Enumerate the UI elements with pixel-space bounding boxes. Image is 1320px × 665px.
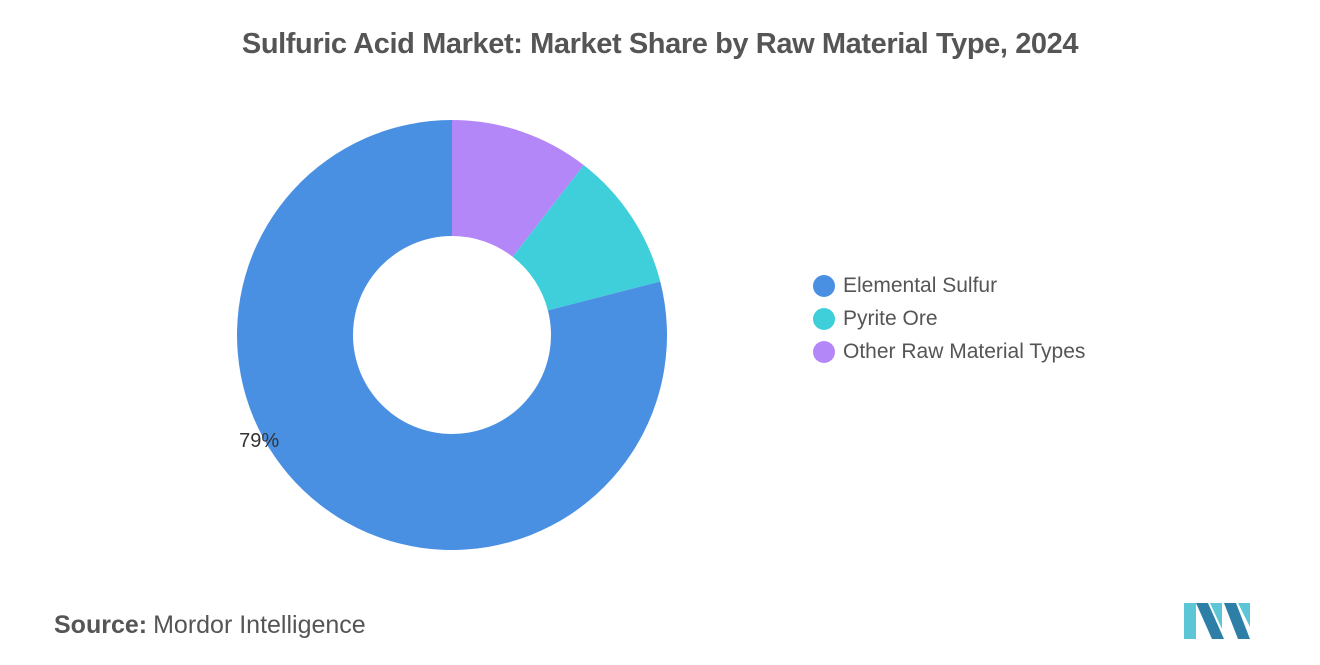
slice-other-raw-material-types[interactable] [452, 120, 584, 257]
mordor-intelligence-logo-icon [1184, 603, 1250, 639]
legend-label-elemental-sulfur: Elemental Sulfur [843, 273, 998, 297]
chart-legend: Elemental Sulfur Pyrite Ore Other Raw Ma… [813, 269, 1085, 368]
slice-elemental-sulfur[interactable] [236, 120, 667, 550]
slice-pyrite-ore[interactable] [512, 165, 661, 311]
legend-item-elemental-sulfur[interactable]: Elemental Sulfur [813, 269, 1085, 302]
source-text: Mordor Intelligence [153, 611, 366, 639]
legend-swatch-pyrite-ore [813, 307, 835, 330]
legend-item-other-raw-material-types[interactable]: Other Raw Material Types [813, 335, 1085, 368]
source-label: Source: [54, 611, 148, 639]
donut-slices [236, 120, 667, 550]
legend-swatch-other-raw-material-types [813, 340, 835, 363]
donut-data-labels: 79% [239, 430, 279, 452]
source-note: Source: Mordor Intelligence [54, 611, 366, 640]
legend-label-other-raw-material-types: Other Raw Material Types [843, 339, 1086, 363]
legend-item-pyrite-ore[interactable]: Pyrite Ore [813, 302, 1085, 335]
data-label-elemental-sulfur: 79% [239, 430, 279, 452]
chart-title: Sulfuric Acid Market: Market Share by Ra… [241, 28, 1079, 60]
legend-label-pyrite-ore: Pyrite Ore [843, 306, 938, 330]
legend-swatch-elemental-sulfur [813, 274, 835, 297]
